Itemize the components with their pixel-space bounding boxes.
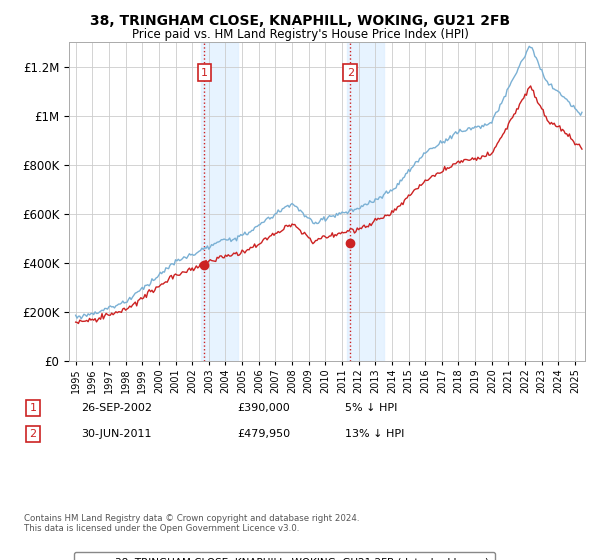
Bar xyxy=(347,42,383,361)
Text: 2: 2 xyxy=(347,68,354,78)
Text: Price paid vs. HM Land Registry's House Price Index (HPI): Price paid vs. HM Land Registry's House … xyxy=(131,28,469,41)
Text: £479,950: £479,950 xyxy=(237,429,290,439)
Text: Contains HM Land Registry data © Crown copyright and database right 2024.
This d: Contains HM Land Registry data © Crown c… xyxy=(24,514,359,533)
Text: 13% ↓ HPI: 13% ↓ HPI xyxy=(345,429,404,439)
Text: 38, TRINGHAM CLOSE, KNAPHILL, WOKING, GU21 2FB: 38, TRINGHAM CLOSE, KNAPHILL, WOKING, GU… xyxy=(90,14,510,28)
Text: 2: 2 xyxy=(29,429,37,439)
Text: 5% ↓ HPI: 5% ↓ HPI xyxy=(345,403,397,413)
Text: 30-JUN-2011: 30-JUN-2011 xyxy=(81,429,151,439)
Bar xyxy=(201,42,238,361)
Text: 26-SEP-2002: 26-SEP-2002 xyxy=(81,403,152,413)
Legend: 38, TRINGHAM CLOSE, KNAPHILL, WOKING, GU21 2FB (detached house), HPI: Average pr: 38, TRINGHAM CLOSE, KNAPHILL, WOKING, GU… xyxy=(74,552,495,560)
Text: £390,000: £390,000 xyxy=(237,403,290,413)
Text: 1: 1 xyxy=(201,68,208,78)
Text: 1: 1 xyxy=(29,403,37,413)
